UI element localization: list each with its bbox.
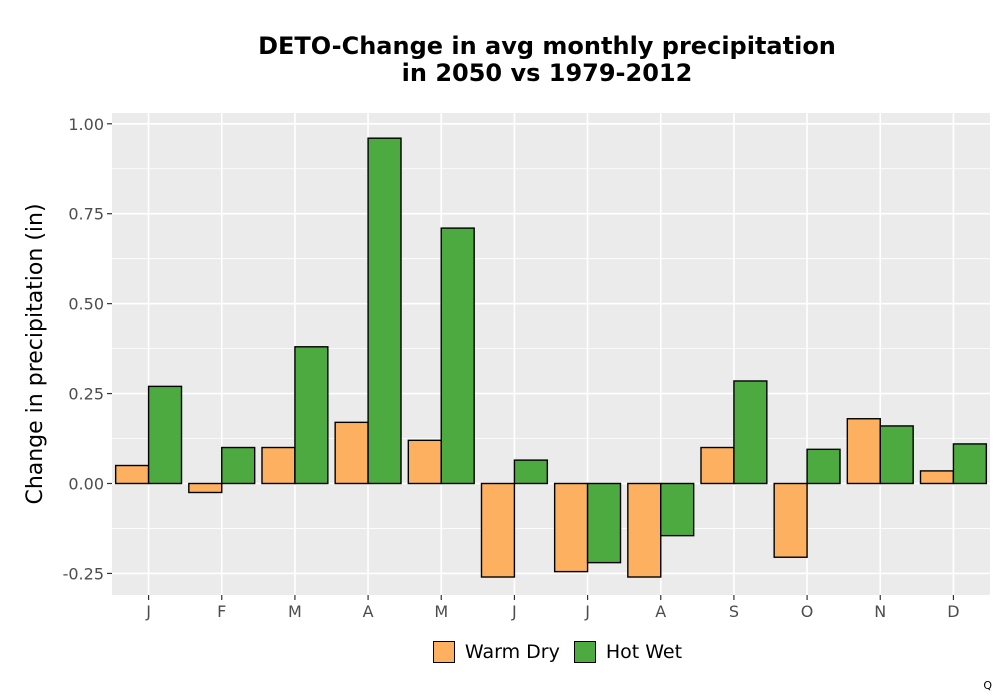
bar-warm-dry-2 (261, 446, 296, 485)
bar-hot-wet-4 (440, 227, 475, 485)
bar-warm-dry-0 (114, 464, 150, 485)
chart-title-line-2: in 2050 vs 1979-2012 (401, 59, 693, 87)
x-tick-label: F (217, 602, 226, 621)
bar-warm-dry-9 (773, 482, 808, 558)
legend-label-warm-dry: Warm Dry (464, 641, 560, 663)
bar-warm-dry-8 (700, 446, 735, 485)
bar-warm-dry-11 (919, 470, 955, 485)
x-tick-label: N (874, 602, 886, 621)
x-tick-label: M (434, 602, 448, 621)
x-tick-label: A (363, 602, 374, 621)
bar-hot-wet-10 (879, 425, 914, 485)
bar-hot-wet-6 (586, 482, 622, 564)
legend-label-hot-wet: Hot Wet (605, 641, 683, 663)
bar-hot-wet-0 (147, 385, 183, 485)
bar-warm-dry-7 (627, 482, 662, 578)
x-tick-label: D (947, 602, 959, 621)
y-axis-title: Change in precipitation (in) (23, 203, 48, 504)
x-tick-label: J (584, 602, 590, 621)
y-tick-label: 0.25 (68, 385, 104, 404)
legend: Warm Dry Hot Wet (0, 641, 1000, 663)
chart-title-line-1: DETO-Change in avg monthly precipitation (258, 32, 836, 60)
legend-swatch-hot-wet (573, 641, 596, 663)
y-tick-label: 0.00 (68, 474, 104, 493)
bar-hot-wet-11 (952, 443, 988, 485)
bar-hot-wet-1 (221, 446, 256, 485)
y-tick-label: -0.25 (63, 564, 104, 583)
y-tick-label: 0.50 (68, 295, 104, 314)
bar-warm-dry-10 (846, 418, 881, 485)
bar-hot-wet-2 (294, 346, 329, 485)
bar-warm-dry-1 (188, 482, 223, 494)
bar-hot-wet-3 (367, 137, 402, 485)
x-tick-label: M (288, 602, 302, 621)
bar-warm-dry-5 (480, 482, 516, 578)
x-tick-label: S (729, 602, 739, 621)
bar-warm-dry-3 (334, 421, 369, 485)
y-tick-label: 1.00 (68, 115, 104, 134)
bar-hot-wet-5 (513, 459, 549, 485)
legend-item-warm-dry: Warm Dry (432, 641, 560, 663)
plot-panel (112, 113, 990, 595)
bar-hot-wet-9 (806, 448, 841, 485)
x-tick-label: J (511, 602, 517, 621)
corner-mark: Q (983, 679, 992, 692)
y-tick-label: 0.75 (68, 205, 104, 224)
bar-hot-wet-8 (733, 380, 768, 485)
bar-warm-dry-4 (407, 439, 442, 485)
bar-warm-dry-6 (553, 482, 589, 573)
x-tick-label: O (801, 602, 814, 621)
legend-swatch-warm-dry (432, 641, 455, 663)
x-tick-label: A (655, 602, 666, 621)
x-tick-label: J (145, 602, 151, 621)
legend-item-hot-wet: Hot Wet (573, 641, 683, 663)
bar-hot-wet-7 (660, 482, 695, 537)
